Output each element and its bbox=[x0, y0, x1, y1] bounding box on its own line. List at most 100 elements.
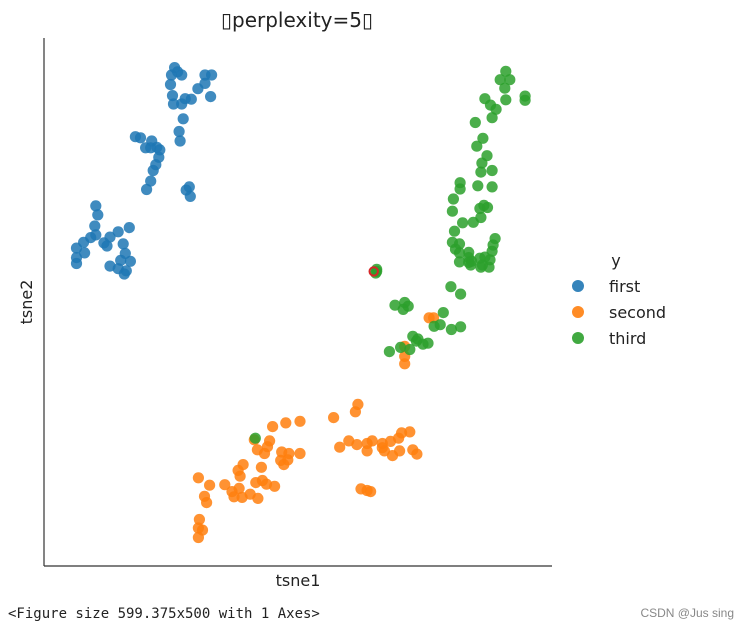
point-third-12 bbox=[477, 132, 489, 144]
point-third-1 bbox=[494, 74, 506, 86]
point-third-13 bbox=[471, 140, 483, 152]
point-first-44 bbox=[70, 242, 83, 254]
point-second-42 bbox=[234, 470, 246, 482]
point-first-49 bbox=[115, 254, 127, 266]
point-first-3 bbox=[176, 69, 188, 81]
legend-marker-first bbox=[572, 280, 584, 292]
point-first-5 bbox=[206, 69, 218, 81]
point-first-33 bbox=[90, 200, 102, 212]
point-first-53 bbox=[104, 260, 116, 272]
point-third-72 bbox=[249, 432, 261, 444]
point-first-13 bbox=[176, 98, 188, 110]
point-first-2 bbox=[165, 69, 178, 81]
figure-size-caption: <Figure size 599.375x500 with 1 Axes> bbox=[8, 606, 320, 622]
point-second-58 bbox=[192, 472, 204, 484]
point-first-32 bbox=[184, 190, 196, 202]
point-third-15 bbox=[476, 157, 488, 169]
point-first-34 bbox=[92, 209, 104, 221]
point-first-45 bbox=[79, 247, 91, 259]
point-third-8 bbox=[490, 103, 502, 115]
point-first-9 bbox=[166, 90, 179, 102]
point-third-17 bbox=[486, 164, 498, 177]
point-second-64 bbox=[192, 531, 204, 544]
point-third-9 bbox=[500, 94, 512, 106]
points-layer bbox=[70, 62, 531, 544]
point-outlier-marker bbox=[368, 266, 379, 277]
legend-marker-second bbox=[572, 306, 584, 318]
point-first-16 bbox=[173, 125, 185, 138]
point-third-50 bbox=[445, 281, 457, 293]
point-third-51 bbox=[455, 288, 467, 300]
point-third-28 bbox=[467, 216, 479, 228]
point-second-21 bbox=[334, 441, 346, 453]
point-second-53 bbox=[252, 492, 264, 504]
point-second-27 bbox=[361, 445, 373, 457]
point-first-19 bbox=[134, 132, 147, 144]
legend-title: y bbox=[611, 251, 620, 270]
point-second-10 bbox=[267, 421, 279, 433]
point-third-63 bbox=[404, 343, 416, 356]
point-third-20 bbox=[454, 183, 466, 195]
point-third-68 bbox=[395, 341, 407, 353]
point-third-56 bbox=[437, 307, 449, 319]
point-third-16 bbox=[475, 166, 487, 178]
point-third-67 bbox=[383, 346, 395, 358]
point-second-7 bbox=[328, 412, 340, 424]
point-first-15 bbox=[177, 113, 189, 125]
point-first-37 bbox=[112, 226, 124, 238]
point-third-10 bbox=[486, 112, 498, 124]
point-third-3 bbox=[499, 82, 511, 94]
point-third-59 bbox=[445, 323, 457, 336]
point-third-25 bbox=[481, 201, 494, 214]
point-third-29 bbox=[457, 217, 469, 229]
point-third-11 bbox=[469, 116, 481, 129]
title-prefix-glyph: ▯ bbox=[221, 8, 232, 32]
point-third-49 bbox=[465, 259, 477, 271]
point-third-2 bbox=[504, 74, 516, 86]
point-first-50 bbox=[124, 255, 136, 267]
point-third-66 bbox=[410, 335, 422, 347]
point-first-31 bbox=[183, 181, 195, 193]
scatter-figure: ▯perplexity=5▯ tsne1 tsne2 y first second… bbox=[17, 8, 666, 590]
y-axis-label: tsne2 bbox=[17, 280, 36, 325]
point-second-50 bbox=[228, 491, 240, 503]
point-second-9 bbox=[294, 415, 306, 427]
point-first-47 bbox=[117, 238, 129, 250]
point-third-26 bbox=[446, 205, 458, 217]
title-text: perplexity=5 bbox=[232, 8, 362, 32]
point-third-0 bbox=[500, 65, 512, 77]
point-second-49 bbox=[233, 482, 245, 494]
point-second-61 bbox=[193, 513, 205, 526]
point-first-54 bbox=[70, 257, 83, 270]
point-third-34 bbox=[453, 247, 466, 259]
legend-label-third: third bbox=[609, 329, 646, 348]
point-third-71 bbox=[371, 265, 383, 277]
point-second-47 bbox=[219, 479, 231, 491]
point-first-41 bbox=[104, 231, 116, 243]
point-first-8 bbox=[192, 83, 204, 95]
x-axis-label: tsne1 bbox=[276, 571, 321, 590]
point-first-12 bbox=[167, 98, 180, 110]
point-second-57 bbox=[204, 479, 216, 491]
point-third-5 bbox=[519, 94, 531, 106]
legend-items: first second third bbox=[572, 277, 666, 348]
point-third-60 bbox=[455, 321, 467, 333]
point-third-35 bbox=[453, 256, 466, 268]
point-second-39 bbox=[255, 461, 267, 473]
point-second-12 bbox=[404, 426, 416, 438]
point-third-65 bbox=[422, 337, 434, 349]
point-second-37 bbox=[294, 447, 306, 460]
point-third-22 bbox=[486, 181, 498, 193]
point-first-28 bbox=[145, 175, 157, 187]
point-third-30 bbox=[448, 225, 461, 237]
point-third-48 bbox=[475, 261, 487, 273]
point-first-38 bbox=[123, 222, 135, 234]
point-second-38 bbox=[278, 459, 290, 471]
legend: y first second third bbox=[572, 251, 666, 348]
point-second-26 bbox=[386, 450, 399, 462]
legend-label-first: first bbox=[609, 277, 640, 296]
point-first-39 bbox=[90, 229, 102, 241]
point-first-7 bbox=[164, 78, 177, 91]
point-second-55 bbox=[365, 486, 377, 498]
point-second-56 bbox=[355, 483, 367, 495]
